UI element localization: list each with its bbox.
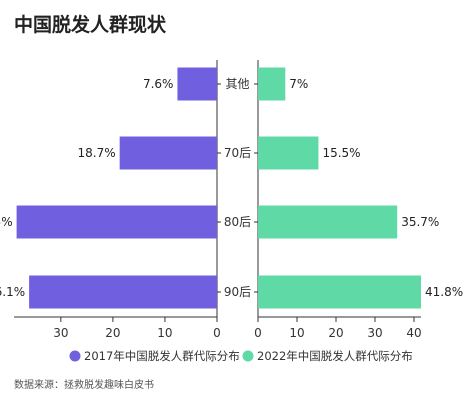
bar-2017-2	[16, 205, 217, 239]
data-label-2022-2: 35.7%	[401, 215, 439, 229]
left-x-axis: 30 20 10 0	[14, 60, 221, 340]
bar-2022-3	[258, 275, 421, 309]
category-label-2: 80后	[224, 215, 251, 229]
left-axis-tick-label: 10	[157, 326, 172, 340]
bars-group: 7.6% 其他 7% 18.7% 70后 15.5% 38.5% 80后 35.7% 36.1% 9…	[0, 67, 463, 309]
left-axis-tick-label: 20	[105, 326, 120, 340]
category-label-3: 90后	[224, 285, 251, 299]
right-axis-tick-label: 40	[406, 326, 421, 340]
data-label-2022-3: 41.8%	[425, 285, 463, 299]
data-label-2017-0: 7.6%	[143, 77, 174, 91]
right-axis-tick-label: 10	[289, 326, 304, 340]
data-label-2017-3: 36.1%	[0, 285, 25, 299]
legend-marker-0	[69, 350, 81, 362]
right-axis-tick-label: 30	[367, 326, 382, 340]
bar-2022-0	[258, 67, 286, 101]
chart-title: 中国脱发人群现状	[14, 14, 167, 36]
legend-marker-1	[242, 350, 254, 362]
left-axis-tick-label: 0	[213, 326, 221, 340]
category-label-1: 70后	[224, 146, 251, 160]
bar-2022-2	[258, 205, 398, 239]
legend-label-1: 2022年中国脱发人群代际分布	[257, 349, 413, 363]
right-x-axis: 0 10 20 30 40	[254, 60, 422, 340]
category-label-0: 其他	[225, 77, 249, 91]
data-source-note: 数据来源：拯救脱发趣味白皮书	[14, 380, 154, 391]
bar-2022-1	[258, 136, 319, 170]
legend-label-0: 2017年中国脱发人群代际分布	[84, 349, 240, 363]
data-label-2022-1: 15.5%	[322, 146, 360, 160]
right-axis-tick-label: 0	[254, 326, 262, 340]
legend: 2017年中国脱发人群代际分布 2022年中国脱发人群代际分布	[69, 349, 413, 363]
data-label-2017-2: 38.5%	[0, 215, 13, 229]
data-label-2022-0: 7%	[289, 77, 308, 91]
bar-2017-3	[29, 275, 217, 309]
data-label-2017-1: 18.7%	[78, 146, 116, 160]
left-axis-tick-label: 30	[53, 326, 68, 340]
right-axis-tick-label: 20	[328, 326, 343, 340]
bar-2017-0	[177, 67, 217, 101]
bar-2017-1	[119, 136, 217, 170]
